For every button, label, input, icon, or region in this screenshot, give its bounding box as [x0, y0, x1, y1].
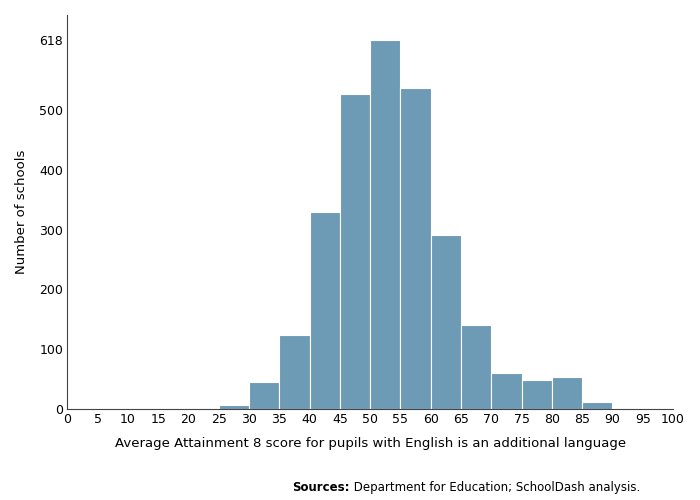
Text: Department for Education; SchoolDash analysis.: Department for Education; SchoolDash ana… [350, 481, 640, 494]
Bar [400, 88, 430, 408]
Text: Sources:: Sources: [293, 481, 350, 494]
Bar [430, 234, 461, 408]
Bar [218, 405, 249, 408]
Bar [582, 402, 612, 408]
Bar [340, 94, 370, 408]
Bar [279, 336, 309, 408]
Bar [309, 212, 340, 408]
Bar [552, 377, 582, 408]
X-axis label: Average Attainment 8 score for pupils with English is an additional language: Average Attainment 8 score for pupils wi… [115, 437, 626, 450]
Bar [491, 373, 522, 408]
Y-axis label: Number of schools: Number of schools [15, 150, 28, 274]
Bar [461, 325, 491, 408]
Bar [522, 380, 552, 408]
Bar [249, 382, 279, 408]
Bar [370, 40, 400, 408]
